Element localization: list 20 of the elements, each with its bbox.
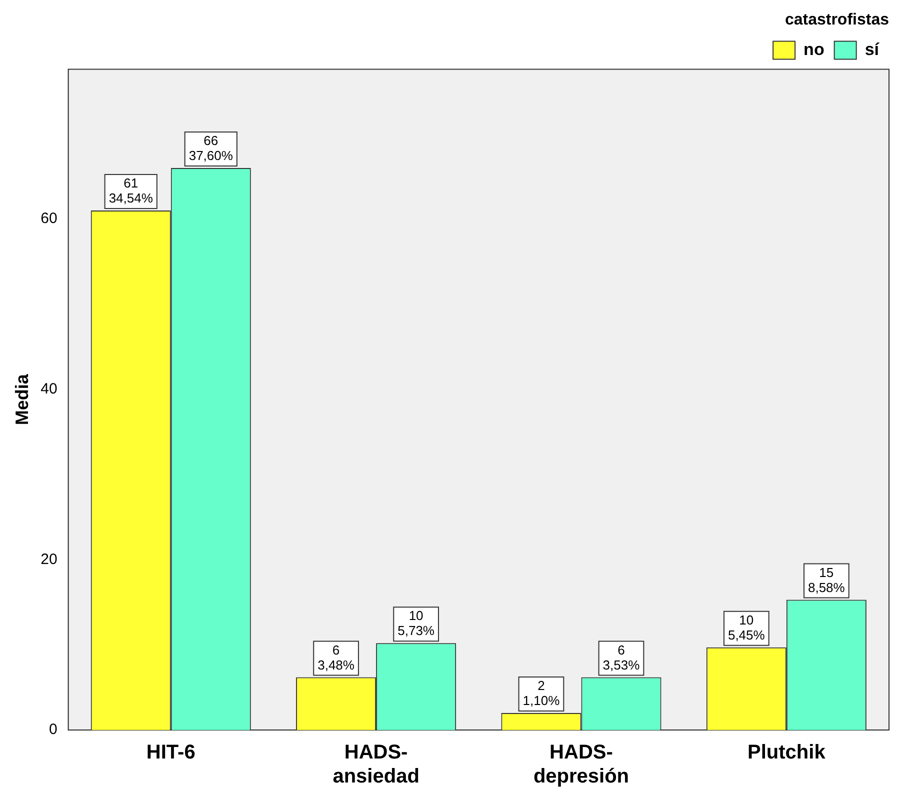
y-tick-label: 40 bbox=[40, 380, 58, 398]
legend-title: catastrofistas bbox=[784, 11, 890, 28]
y-tick-label: 60 bbox=[40, 210, 58, 228]
x-tick-label: Plutchik bbox=[748, 742, 826, 764]
data-label: 6 3,53% bbox=[602, 642, 640, 672]
y-tick-label: 0 bbox=[48, 721, 58, 738]
data-label: 61 34,54% bbox=[108, 176, 154, 206]
data-label: 10 5,45% bbox=[728, 612, 766, 642]
data-label: 66 37,60% bbox=[188, 133, 234, 164]
legend-label: no bbox=[804, 40, 824, 59]
data-label: 6 3,48% bbox=[318, 642, 355, 672]
y-axis-title: Media bbox=[12, 373, 32, 426]
x-tick-label: HIT-6 bbox=[146, 742, 196, 764]
data-label: 2 1,10% bbox=[522, 678, 560, 708]
y-tick-label: 20 bbox=[40, 550, 58, 568]
x-tick-label: HADS-depresión bbox=[533, 742, 630, 788]
legend-label: sí bbox=[864, 40, 880, 59]
data-label: 10 5,73% bbox=[398, 608, 435, 638]
x-tick-label: HADS-ansiedad bbox=[332, 742, 420, 788]
data-label: 15 8,58% bbox=[808, 564, 846, 595]
